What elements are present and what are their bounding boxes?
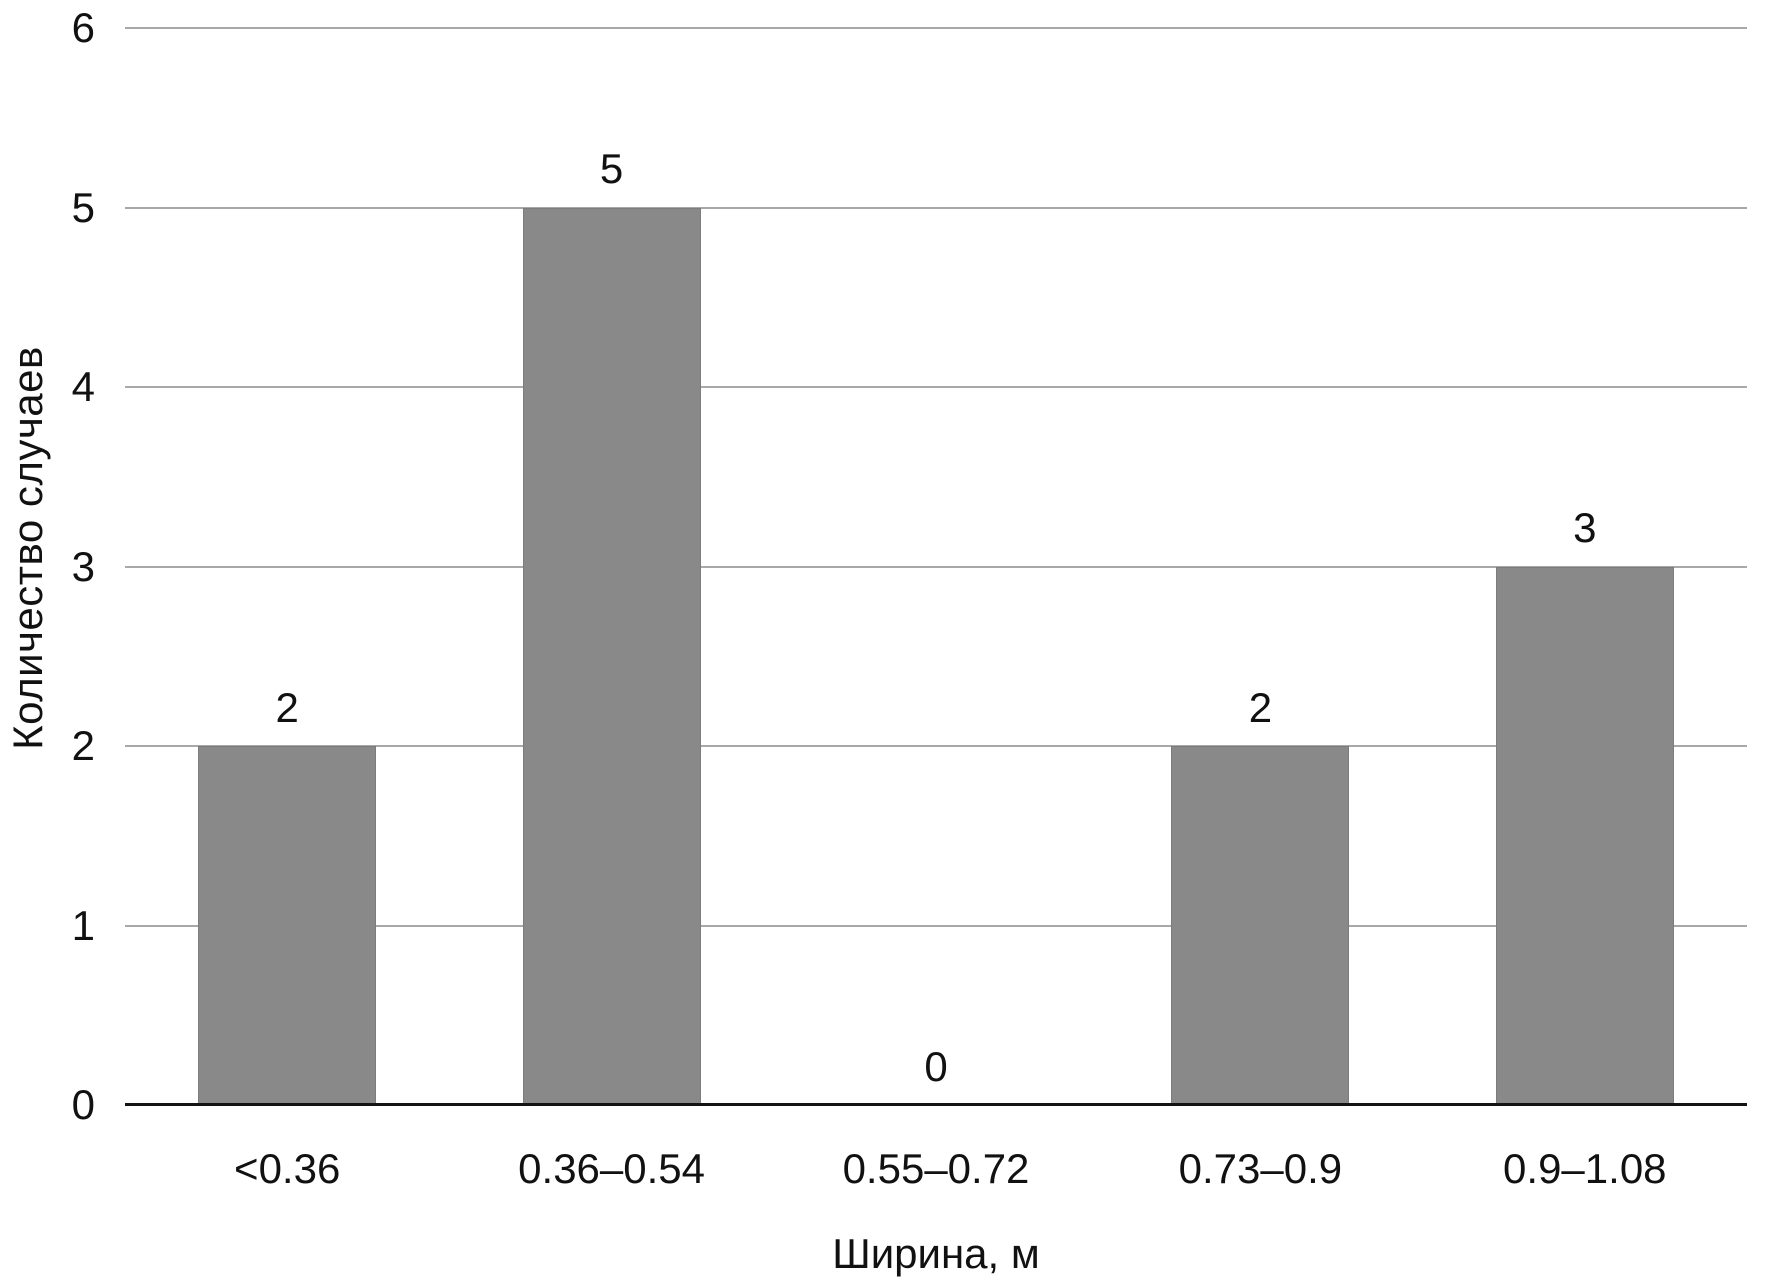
y-tick-label-0: 0 xyxy=(71,1081,95,1128)
plot-area: 2 5 0 2 3 xyxy=(125,27,1747,1106)
gridline-y-3 xyxy=(125,565,1747,568)
bar-value-label-1: 2 xyxy=(275,683,299,731)
y-tick-label-3: 3 xyxy=(71,542,95,590)
gridline-y-2 xyxy=(125,745,1747,747)
y-tick-label-1: 1 xyxy=(71,901,95,949)
y-tick-label-2: 2 xyxy=(71,722,95,769)
bar-value-label-4: 2 xyxy=(1248,683,1273,731)
x-tick-label-1: <0.36 xyxy=(234,1145,341,1192)
x-axis-title: Ширина, м xyxy=(832,1230,1040,1277)
x-axis-line xyxy=(125,1103,1747,1106)
y-tick-label-6: 6 xyxy=(71,4,95,51)
gridline-y-5 xyxy=(125,206,1747,209)
bar-4 xyxy=(1171,746,1350,1105)
gridline-y-1 xyxy=(125,924,1747,927)
x-tick-label-4: 0.73–0.9 xyxy=(1178,1145,1343,1192)
bar-5 xyxy=(1495,566,1674,1105)
bar-value-label-3: 0 xyxy=(924,1042,948,1090)
gridline-y-6 xyxy=(125,27,1747,29)
bar-2 xyxy=(522,207,701,1105)
x-tick-label-2: 0.36–0.54 xyxy=(518,1145,706,1192)
x-tick-label-5: 0.9–1.08 xyxy=(1503,1145,1667,1192)
y-tick-label-4: 4 xyxy=(71,363,95,410)
bar-1 xyxy=(198,746,377,1105)
bar-value-label-2: 5 xyxy=(599,145,624,193)
x-tick-label-3: 0.55–0.72 xyxy=(842,1145,1030,1192)
gridline-y-4 xyxy=(125,386,1747,388)
bar-value-label-5: 3 xyxy=(1573,504,1597,552)
y-tick-label-5: 5 xyxy=(71,183,95,231)
